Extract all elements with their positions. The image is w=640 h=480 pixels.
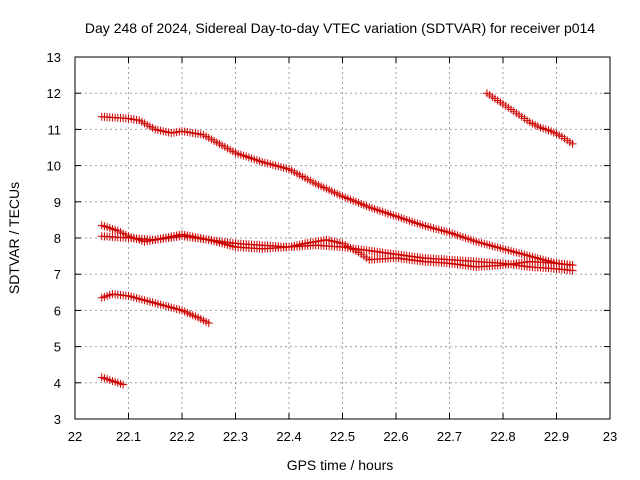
x-tick-label: 22.4 (276, 429, 301, 444)
y-tick-label: 10 (47, 159, 61, 174)
series-arc-b (482, 89, 577, 148)
series-arc-c (97, 230, 577, 275)
x-tick-label: 22.5 (330, 429, 355, 444)
x-tick-label: 22.6 (383, 429, 408, 444)
data-points (97, 89, 577, 389)
y-tick-label: 4 (54, 376, 61, 391)
y-axis-label: SDTVAR / TECUs (6, 182, 22, 294)
data-point (204, 319, 213, 328)
x-tick-label: 22.3 (223, 429, 248, 444)
x-tick-label: 22.8 (490, 429, 515, 444)
x-tick-label: 22.7 (437, 429, 462, 444)
x-tick-label: 23 (603, 429, 617, 444)
y-tick-label: 8 (54, 231, 61, 246)
data-point (568, 261, 577, 270)
chart-title: Day 248 of 2024, Sidereal Day-to-day VTE… (85, 20, 595, 36)
y-tick-label: 6 (54, 303, 61, 318)
y-tick-label: 12 (47, 86, 61, 101)
x-tick-label: 22 (68, 429, 82, 444)
series-arc-d (97, 221, 577, 271)
x-tick-label: 22.9 (544, 429, 569, 444)
x-tick-label: 22.2 (169, 429, 194, 444)
data-point (568, 139, 577, 148)
axis-ticks: 22 22.1 22.2 22.3 22.4 22.5 22.6 22.7 22.8 22.9 23… (47, 50, 618, 444)
y-tick-label: 9 (54, 195, 61, 210)
y-tick-label: 3 (54, 412, 61, 427)
plot-frame (74, 56, 611, 420)
data-point (119, 380, 128, 389)
x-tick-label: 22.1 (116, 429, 141, 444)
series-arc-f (97, 373, 128, 389)
y-tick-label: 7 (54, 267, 61, 282)
grid (75, 57, 610, 419)
series-arc-e (97, 290, 213, 328)
y-tick-label: 13 (47, 50, 61, 65)
y-tick-label: 11 (48, 122, 62, 137)
x-axis-label: GPS time / hours (287, 457, 394, 473)
y-tick-label: 5 (54, 340, 61, 355)
